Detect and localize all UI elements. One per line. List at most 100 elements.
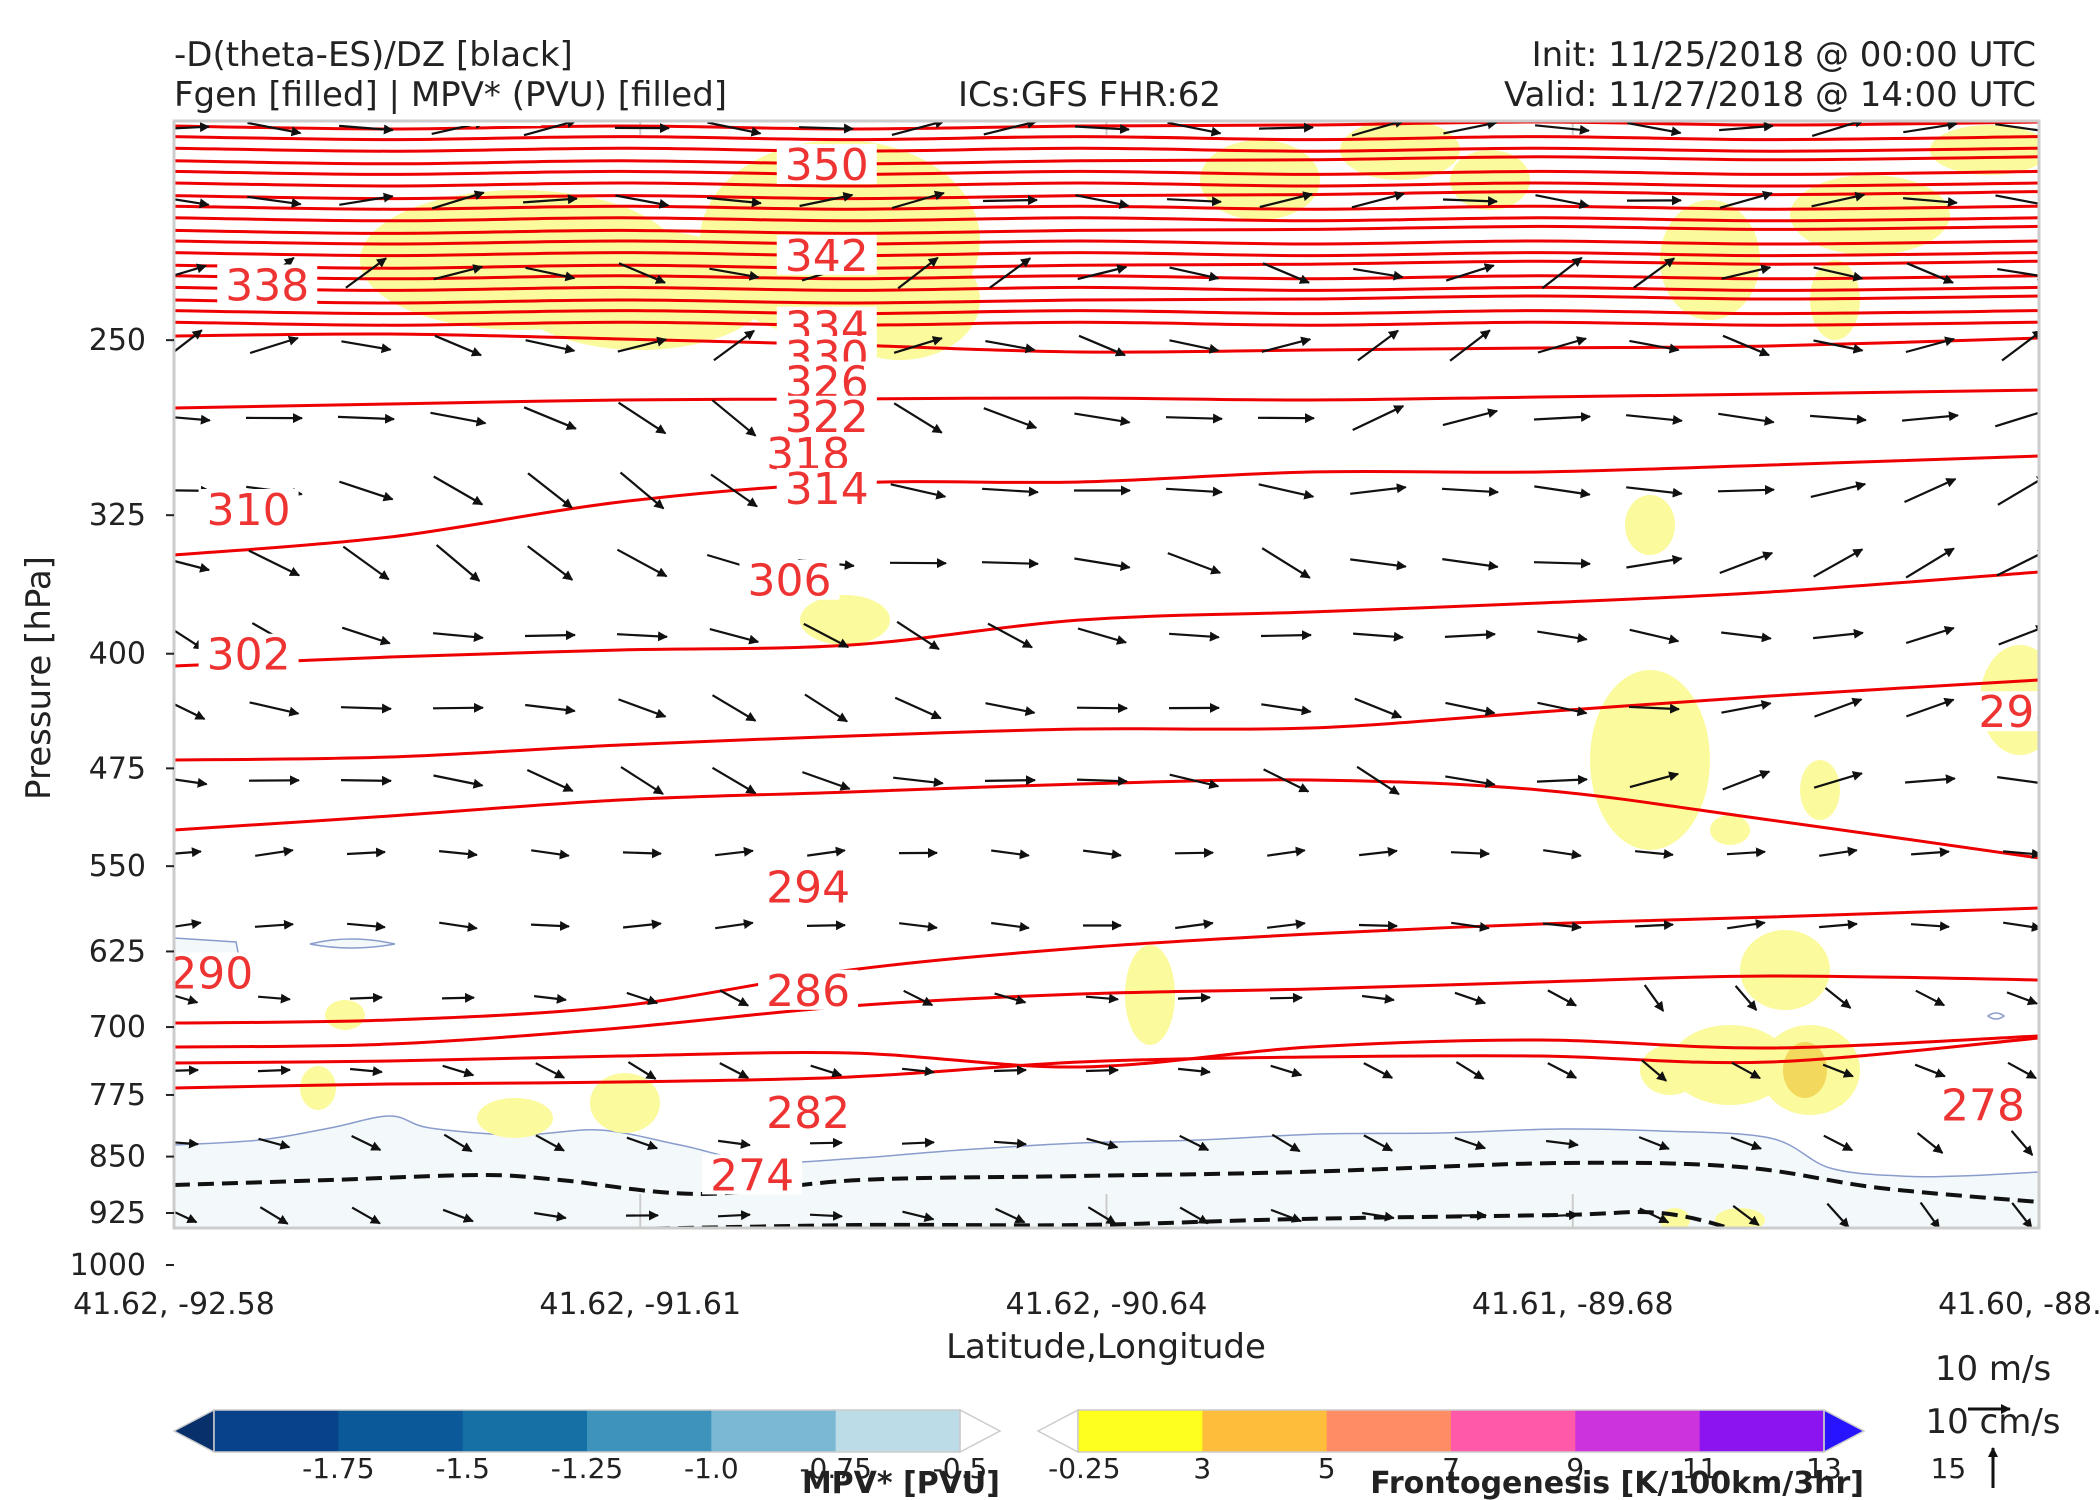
wind-vector: [2010, 1130, 2034, 1156]
wind-vector: [993, 1138, 1027, 1149]
wind-vector: [626, 1136, 659, 1151]
theta-es-contour: [174, 388, 2039, 410]
wind-vector: [809, 1210, 843, 1221]
theta-es-contour: [174, 169, 2039, 176]
wind-vector: [991, 921, 1030, 932]
colorbar-tick-label: 7: [1442, 1452, 1460, 1485]
frontogenesis-blob: [300, 1066, 336, 1110]
wind-vector: [432, 702, 484, 713]
colorbar-tick-label: 9: [1566, 1452, 1584, 1485]
wind-vector: [438, 849, 478, 859]
wind-vector: [443, 1133, 473, 1153]
wind-vector: [430, 411, 487, 427]
vector-reference-horizontal-label: 10 m/s: [1935, 1349, 2051, 1389]
wind-vector: [1727, 919, 1766, 930]
contour-label-mask: [702, 1154, 803, 1195]
wind-vector: [1634, 920, 1674, 931]
vector-reference-key: 10 m/s 10 cm/s: [1925, 1349, 2061, 1488]
wind-vector: [891, 190, 945, 210]
wind-vector: [1810, 414, 1867, 425]
contour-label-mask: [174, 952, 262, 993]
wind-vector: [1541, 256, 1583, 290]
y-tick-label: 1000: [70, 1248, 146, 1283]
y-axis-title: Pressure [hPa]: [19, 556, 59, 800]
wind-vector: [527, 545, 574, 581]
wind-vector: [1629, 339, 1680, 354]
wind-vector: [804, 693, 848, 723]
wind-vector: [1258, 483, 1315, 500]
wind-vector: [1167, 552, 1222, 575]
wind-vector: [707, 121, 762, 137]
wind-vector: [1363, 1134, 1393, 1152]
wind-vector: [1732, 1205, 1760, 1226]
wind-vector: [1542, 921, 1582, 932]
colorbar-swatch: [462, 1410, 588, 1452]
wind-vector: [1819, 919, 1858, 930]
frontogenesis-colorbar-title: Frontogenesis [K/100km/3hr]: [1370, 1466, 1864, 1500]
wind-vector: [1260, 630, 1312, 641]
wind-vector: [1826, 1202, 1850, 1228]
colorbar-tick-label: -1.5: [435, 1452, 490, 1485]
wind-vector: [1824, 987, 1852, 1009]
wind-vector: [709, 267, 760, 281]
colorbar-extend-min: [172, 1408, 215, 1454]
colorbar-tick-label: -1.25: [551, 1452, 623, 1485]
contour-label-mask: [739, 559, 840, 600]
wind-vector: [1634, 848, 1674, 859]
wind-vector: [533, 993, 567, 1004]
wind-vector: [337, 413, 395, 424]
theta-es-contour: [174, 454, 2039, 557]
wind-vector: [1629, 628, 1680, 645]
wind-vector: [985, 340, 1036, 354]
wind-vector: [1362, 1211, 1395, 1222]
header-line1-left: -D(theta-ES)/DZ [black]: [174, 35, 573, 75]
wind-vector: [433, 475, 484, 506]
wind-vector: [1919, 1201, 1941, 1228]
wind-vector: [711, 694, 757, 722]
colorbar-swatch: [1202, 1410, 1328, 1452]
wind-vector: [1442, 558, 1499, 571]
wind-vector: [247, 195, 302, 208]
wind-vector: [431, 190, 485, 210]
wind-vector: [1911, 847, 1950, 858]
wind-vector: [1177, 992, 1211, 1003]
wind-vector: [717, 1138, 751, 1149]
wind-vector: [1904, 477, 1957, 504]
wind-vector: [1813, 548, 1864, 578]
wind-vector: [617, 401, 667, 435]
wind-vector: [1175, 919, 1214, 930]
wind-vector: [174, 329, 203, 354]
contour-label-mask: [776, 144, 877, 185]
wind-vector: [255, 846, 294, 857]
wind-vector: [1085, 1065, 1119, 1076]
contour-label: 358: [449, 82, 533, 133]
wind-vector: [1719, 121, 1774, 132]
header-line2-right: Valid: 11/27/2018 @ 14:00 UTC: [1504, 75, 2036, 115]
wind-vector: [339, 192, 394, 206]
wind-vector: [618, 262, 666, 284]
wind-vector: [901, 1066, 935, 1077]
wind-vector: [1734, 985, 1758, 1011]
wind-vector: [1358, 920, 1398, 931]
wind-vector: [894, 696, 942, 720]
wind-vector: [525, 339, 576, 354]
wind-vector: [1722, 334, 1770, 357]
wind-vector: [1270, 1208, 1302, 1223]
wind-vector: [345, 257, 387, 289]
wind-vector: [1823, 1134, 1854, 1152]
contour-label-mask: [776, 361, 877, 402]
wind-vector: [989, 257, 1032, 289]
wind-vector: [1261, 336, 1312, 353]
wind-vector: [891, 121, 946, 136]
wind-vector: [983, 121, 1038, 136]
theta-es-contour: [174, 974, 2039, 1049]
contour-label: 314: [785, 464, 869, 515]
frontogenesis-blob: [325, 1000, 365, 1030]
y-tick-label: 550: [89, 849, 146, 884]
wind-vector: [806, 920, 846, 931]
frontogenesis-blob-core: [1783, 1042, 1827, 1098]
contour-label: 290: [169, 948, 253, 999]
wind-vector: [1361, 993, 1395, 1004]
wind-vector: [347, 921, 386, 932]
wind-vector: [259, 1206, 289, 1225]
